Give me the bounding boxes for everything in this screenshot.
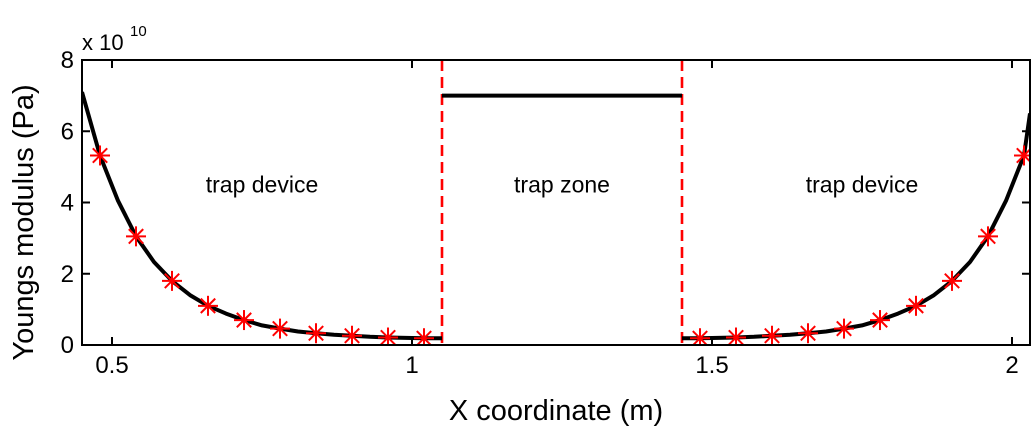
data-point-marker — [834, 318, 854, 339]
plot-content — [82, 60, 1030, 345]
x-tick-label: 0.5 — [95, 352, 128, 379]
tick-labels: 0.5 1 1.5 2 0 2 4 6 8 — [61, 47, 1019, 379]
data-point-marker — [198, 295, 218, 316]
data-point-marker — [342, 325, 362, 345]
region-label: trap device — [206, 172, 319, 198]
x-tick-label: 1.5 — [695, 352, 728, 379]
data-point-marker — [906, 295, 926, 316]
data-point-marker — [162, 270, 182, 291]
plot-area — [82, 60, 1030, 345]
y-multiplier-base: x 10 — [82, 30, 124, 55]
y-tick-label: 8 — [61, 47, 74, 74]
region-label: trap zone — [514, 172, 610, 198]
y-tick-label: 2 — [61, 261, 74, 288]
y-tick-label: 0 — [61, 332, 74, 359]
x-axis-label: X coordinate (m) — [449, 395, 663, 427]
data-point-marker — [306, 323, 326, 344]
region-label: trap device — [806, 172, 919, 198]
x-tick-label: 1 — [405, 352, 418, 379]
y-multiplier-exponent: 10 — [130, 23, 147, 40]
modulus-line-segment-3 — [682, 113, 1030, 341]
data-point-marker — [978, 226, 998, 247]
y-tick-label: 4 — [61, 190, 74, 217]
data-point-marker — [378, 327, 398, 345]
data-point-marker — [270, 318, 290, 339]
ticks — [82, 59, 1030, 346]
y-axis-label: Youngs modulus (Pa) — [8, 84, 40, 360]
data-point-marker — [90, 145, 110, 166]
data-point-marker — [798, 323, 818, 344]
modulus-line-segment-1 — [82, 91, 442, 341]
data-point-marker — [870, 310, 890, 331]
data-point-marker — [762, 325, 782, 345]
data-point-marker — [234, 310, 254, 331]
annotations: trap device trap zone trap device — [206, 172, 919, 198]
data-point-marker — [942, 270, 962, 291]
y-tick-label: 6 — [61, 118, 74, 145]
axes-frame — [81, 59, 1031, 346]
data-point-marker — [1014, 145, 1030, 166]
x-tick-label: 2 — [1005, 352, 1018, 379]
data-point-marker — [126, 226, 146, 247]
